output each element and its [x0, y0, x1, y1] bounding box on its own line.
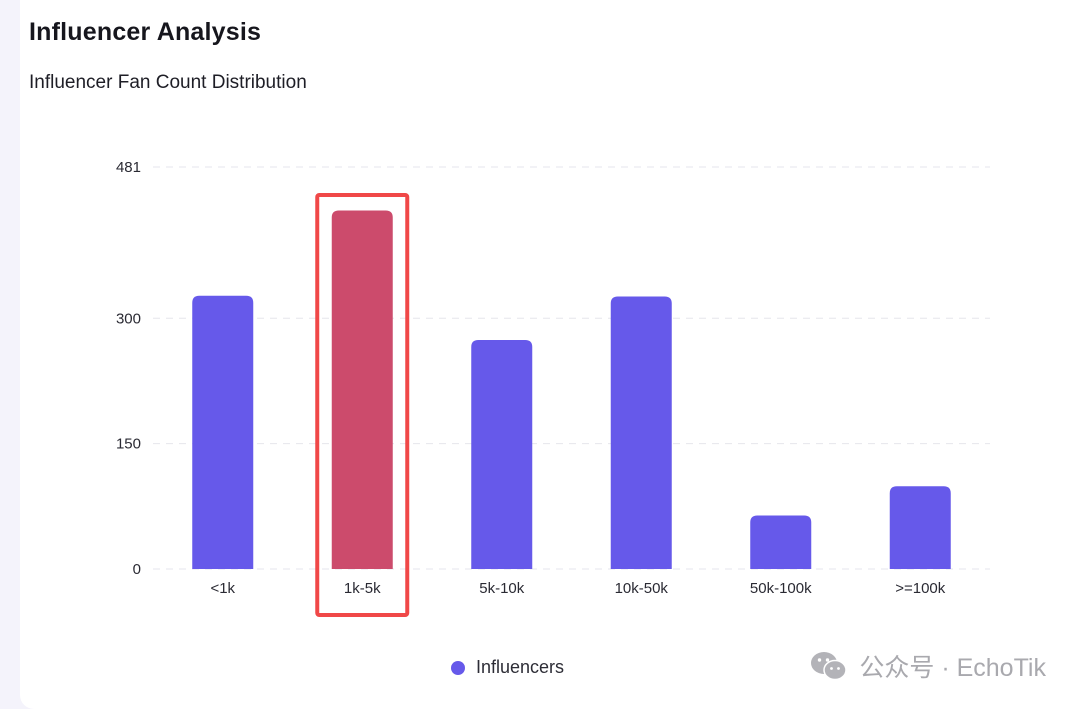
bar-1[interactable] [331, 210, 393, 569]
bar-0[interactable] [192, 295, 254, 569]
y-tick-label-0: 0 [133, 561, 141, 578]
x-tick-label-3: 10k-50k [615, 580, 669, 597]
watermark: 公众号 · EchoTik [809, 648, 1046, 684]
chart-subtitle: Influencer Fan Count Distribution [29, 72, 307, 93]
chart-legend[interactable]: Influencers [451, 657, 564, 678]
x-tick-label-2: 5k-10k [479, 580, 525, 597]
y-tick-label-3: 481 [116, 159, 141, 176]
bar-3[interactable] [610, 296, 672, 569]
y-tick-label-1: 150 [116, 436, 141, 453]
wechat-icon [811, 652, 848, 681]
circle-dot-icon [451, 660, 465, 675]
highlight-box [315, 193, 410, 617]
legend-label: Influencers [476, 657, 565, 677]
watermark-text: 公众号 · EchoTik [859, 654, 1046, 682]
bar-2[interactable] [471, 340, 533, 569]
y-tick-label-2: 300 [116, 310, 141, 327]
x-tick-label-0: <1k [210, 580, 235, 597]
page-title: Influencer Analysis [29, 18, 262, 46]
x-tick-label-5: >=100k [895, 580, 946, 597]
x-tick-label-4: 50k-100k [750, 580, 812, 597]
bar-5[interactable] [889, 486, 951, 569]
bar-4[interactable] [750, 515, 812, 569]
x-tick-label-1: 1k-5k [344, 580, 381, 597]
bar-chart: 0 150 300 481 <1k 1k-5k 5k-10k 10k-50k 50k-100k >… [116, 159, 990, 617]
